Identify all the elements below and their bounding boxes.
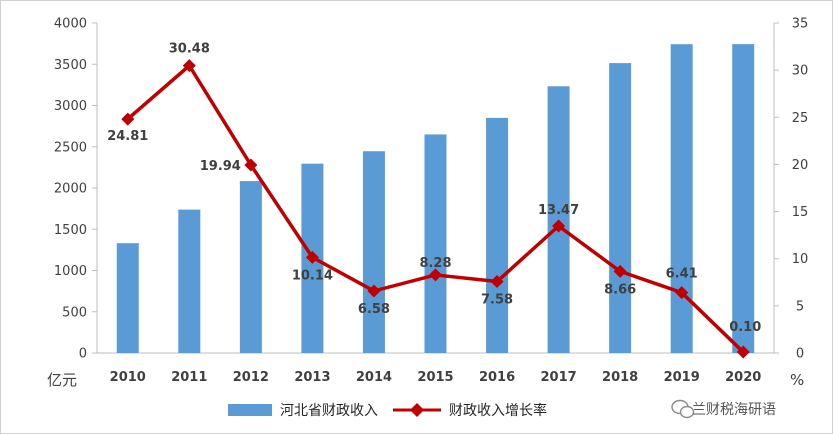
right-tick-label: 15 bbox=[792, 205, 809, 220]
legend-bar-label: 河北省财政收入 bbox=[280, 403, 378, 419]
legend-bar-swatch bbox=[228, 404, 272, 416]
line-data-label: 6.41 bbox=[666, 267, 698, 282]
bar bbox=[670, 44, 693, 353]
watermark-text: 兰财税海研语 bbox=[692, 402, 776, 418]
line-marker bbox=[429, 268, 442, 282]
line-marker bbox=[490, 275, 504, 289]
left-tick-label: 1500 bbox=[54, 223, 87, 238]
left-tick-label: 500 bbox=[62, 305, 87, 320]
axes: 0 500 1000 1500 2000 2500 3000 3500 4000 0 5 10 15 20… bbox=[47, 17, 808, 390]
wechat-icon bbox=[671, 399, 695, 419]
bar bbox=[178, 209, 201, 353]
left-tick-label: 3000 bbox=[54, 99, 87, 114]
right-tick-label: 25 bbox=[792, 111, 809, 126]
left-tick-label: 1000 bbox=[54, 264, 87, 279]
right-tick-label: 10 bbox=[792, 252, 809, 267]
x-tick-label: 2016 bbox=[479, 370, 515, 385]
left-tick-label: 2500 bbox=[54, 140, 87, 155]
line-data-label: 6.58 bbox=[358, 302, 390, 317]
right-tick-label: 0 bbox=[796, 347, 804, 362]
x-tick-label: 2019 bbox=[664, 370, 700, 385]
line-marker bbox=[675, 286, 689, 300]
wechat-bubble-small bbox=[679, 405, 695, 419]
bar bbox=[424, 134, 447, 353]
line-data-label: 7.58 bbox=[481, 293, 513, 308]
line-data-label: 8.66 bbox=[604, 282, 636, 297]
bar-series bbox=[116, 44, 755, 354]
line-data-label: 0.10 bbox=[729, 320, 761, 335]
watermark: 兰财税海研语 bbox=[671, 399, 776, 419]
x-tick-label: 2014 bbox=[356, 370, 392, 385]
left-tick-label: 3500 bbox=[54, 58, 87, 73]
right-tick-label: 20 bbox=[792, 158, 809, 173]
line-marker bbox=[613, 264, 627, 278]
x-tick-label: 2015 bbox=[417, 370, 453, 385]
legend-line-marker bbox=[410, 403, 424, 417]
legend-line-label: 财政收入增长率 bbox=[449, 402, 547, 419]
left-axis-unit: 亿元 bbox=[47, 371, 77, 389]
right-tick-label: 30 bbox=[792, 64, 809, 79]
line-marker bbox=[182, 59, 196, 73]
bar bbox=[116, 243, 139, 353]
line-marker bbox=[121, 112, 135, 126]
line-marker bbox=[305, 250, 319, 264]
x-tick-label: 2011 bbox=[171, 370, 207, 385]
left-tick-label: 0 bbox=[79, 347, 87, 362]
right-axis-unit: % bbox=[790, 371, 804, 389]
line-data-label: 30.48 bbox=[169, 42, 210, 57]
data-labels: 24.81 30.48 19.94 10.14 6.58 8.28 7.58 13.47 8.6… bbox=[107, 42, 761, 335]
right-tick-label: 5 bbox=[796, 299, 804, 314]
x-tick-label: 2010 bbox=[110, 370, 146, 385]
line-data-label: 10.14 bbox=[292, 268, 333, 283]
line-data-label: 24.81 bbox=[107, 129, 148, 144]
right-tick-label: 35 bbox=[792, 17, 809, 32]
x-tick-label: 2013 bbox=[294, 370, 330, 385]
bar bbox=[609, 63, 632, 353]
line-series bbox=[121, 59, 750, 359]
bar bbox=[486, 117, 509, 353]
line-marker bbox=[244, 158, 258, 172]
bar bbox=[732, 44, 755, 354]
left-tick-label: 4000 bbox=[54, 17, 87, 32]
line-data-label: 19.94 bbox=[200, 159, 241, 174]
line-marker bbox=[736, 345, 750, 359]
line-data-label: 13.47 bbox=[538, 203, 579, 218]
bar bbox=[239, 181, 262, 353]
line-data-label: 8.28 bbox=[419, 256, 451, 271]
x-tick-label: 2012 bbox=[233, 370, 269, 385]
x-tick-label: 2017 bbox=[540, 370, 576, 385]
line-marker bbox=[552, 219, 566, 233]
bar bbox=[362, 151, 385, 353]
line-marker bbox=[367, 284, 381, 298]
x-tick-label: 2020 bbox=[725, 370, 761, 385]
left-tick-label: 2000 bbox=[54, 182, 87, 197]
legend: 河北省财政收入 财政收入增长率 bbox=[228, 402, 547, 419]
x-tick-label: 2018 bbox=[602, 370, 638, 385]
